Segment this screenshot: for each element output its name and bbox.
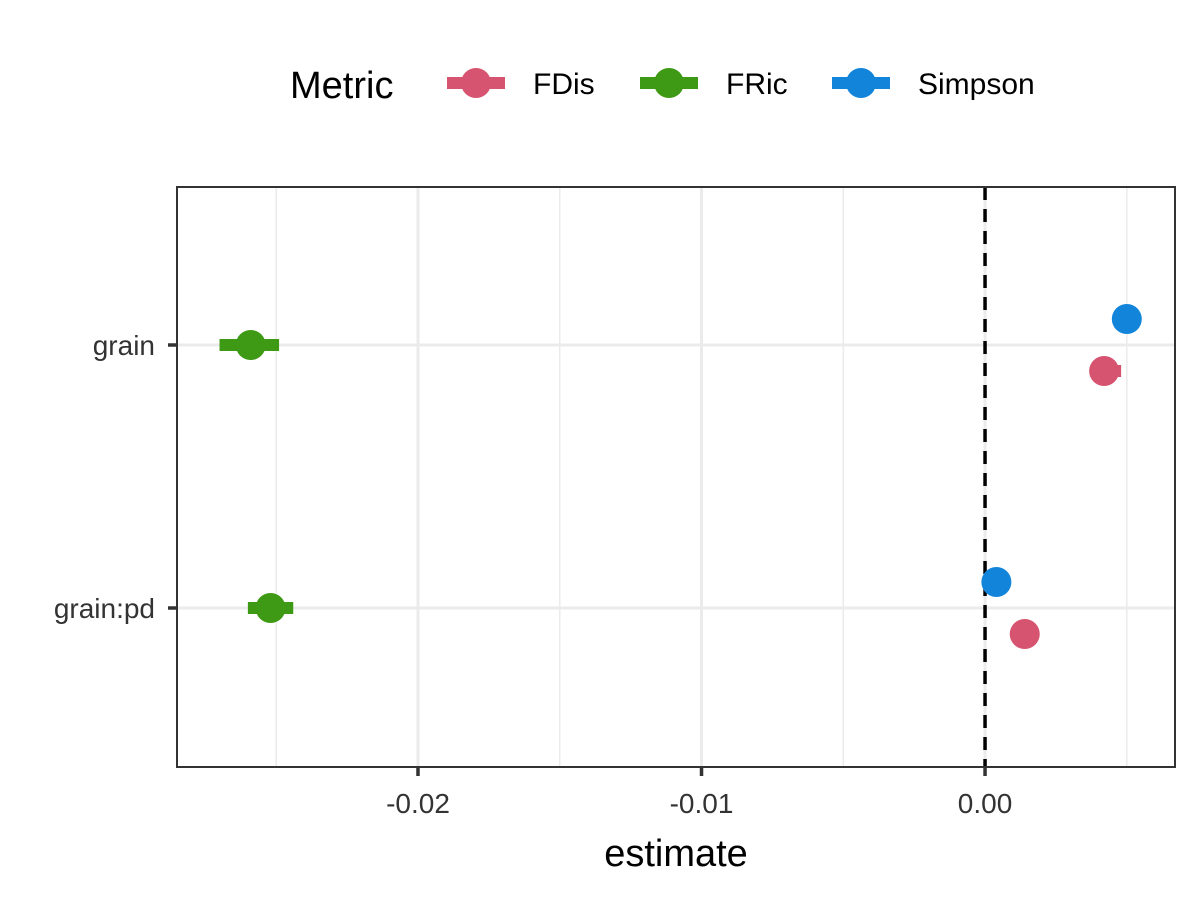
legend-label-simpson: Simpson	[918, 68, 1035, 101]
legend-key-point-fdis	[461, 68, 491, 98]
point-fdis	[1009, 619, 1040, 649]
point-simpson	[981, 567, 1012, 597]
point-fdis	[1089, 356, 1120, 386]
axes: -0.02 -0.01 0.00 grain grain:pd	[54, 330, 1012, 819]
point-simpson	[1111, 304, 1142, 334]
legend: Metric FDis FRic Simpson	[290, 65, 1035, 107]
plot-panel	[177, 187, 1175, 767]
x-tick-label: 0.00	[958, 788, 1013, 819]
y-tick-label: grain	[93, 330, 155, 361]
point-fric	[235, 330, 266, 360]
y-tick-label: grain:pd	[54, 593, 155, 624]
x-tick-label: -0.02	[386, 788, 450, 819]
x-tick-label: -0.01	[670, 788, 734, 819]
x-axis-title: estimate	[604, 833, 748, 875]
grid-lines	[177, 187, 1175, 767]
data-marks	[219, 304, 1142, 649]
point-fric	[255, 593, 286, 623]
panel-border	[176, 186, 1176, 768]
legend-key-point-fric	[654, 68, 684, 98]
legend-label-fdis: FDis	[533, 68, 595, 101]
legend-title: Metric	[290, 65, 393, 107]
legend-key-point-simpson	[846, 68, 876, 98]
legend-label-fric: FRic	[726, 68, 788, 101]
